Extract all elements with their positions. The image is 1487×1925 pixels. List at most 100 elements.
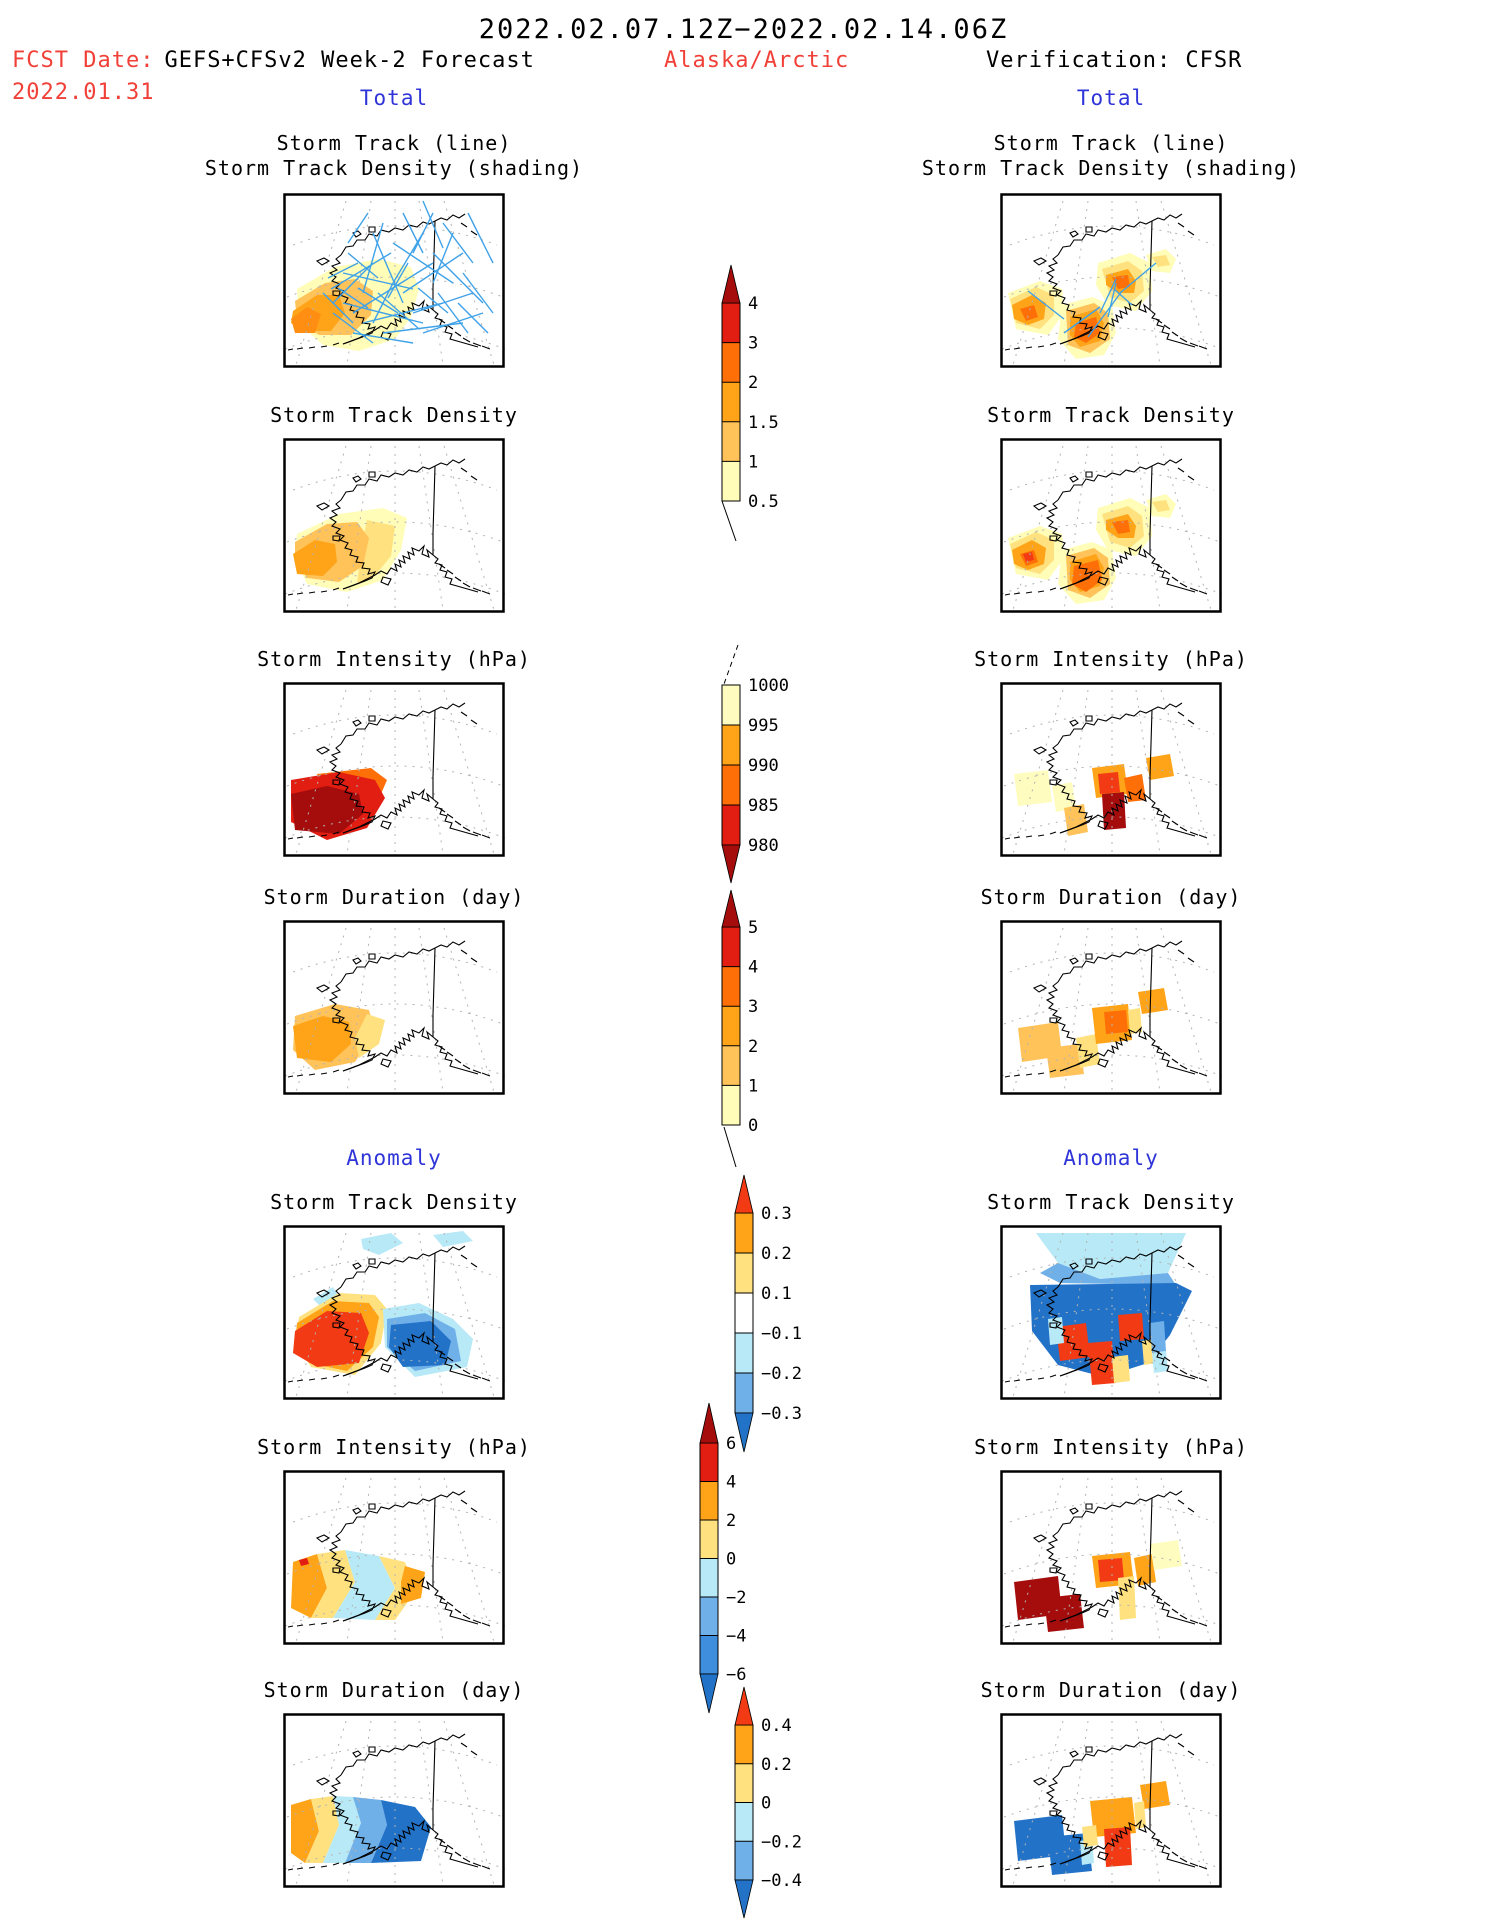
- map-frame: [283, 920, 505, 1095]
- storm-track-line: [327, 262, 359, 279]
- coastline-path: [1155, 1595, 1163, 1601]
- colorbar-tick-label: −0.3: [761, 1404, 802, 1424]
- coastline-path: [320, 834, 328, 837]
- coastline-path: [287, 837, 294, 840]
- coastline-path: [481, 590, 491, 595]
- coastline-path: [332, 535, 341, 542]
- coastline-path: [1013, 1379, 1021, 1382]
- coastline-path: [315, 1777, 331, 1786]
- coastline-path: [438, 318, 446, 324]
- coastline-path: [1004, 348, 1011, 351]
- graticule: [286, 1796, 504, 1818]
- coastline-path: [308, 1378, 316, 1381]
- coastline-path: [1037, 1622, 1045, 1625]
- coastline-path: [472, 831, 482, 836]
- graticule: [286, 1308, 504, 1330]
- coastline-path: [1198, 1377, 1208, 1382]
- storm-track-line: [1119, 262, 1157, 294]
- shading-region: [361, 1233, 403, 1255]
- colorbar-tick-label: 0: [748, 1116, 758, 1136]
- coastline-path: [1057, 1740, 1153, 1776]
- colorbar-tick-label: −6: [726, 1665, 746, 1685]
- coastline-path: [446, 813, 454, 819]
- coastline-path: [368, 471, 376, 478]
- coastline-path: [432, 1341, 479, 1380]
- storm-track-line: [332, 312, 374, 344]
- coastline-path: [1045, 499, 1094, 590]
- storm-track-line: [362, 302, 444, 324]
- shading-region: [1118, 1313, 1144, 1341]
- colorbar-duration: 5 4 3 2 1 0: [721, 889, 758, 1168]
- coastline-path: [1032, 746, 1048, 755]
- coastline-path: [1059, 544, 1151, 590]
- coastline-path: [432, 465, 436, 555]
- shading-region: [1088, 1341, 1116, 1385]
- map-verif-total-duration: [1000, 920, 1222, 1095]
- colorbar-tick-label: 1: [748, 1076, 758, 1096]
- map-verif-anom-intensity: [1000, 1470, 1222, 1645]
- coastline-path: [472, 342, 482, 347]
- storm-track-line: [1087, 290, 1123, 338]
- coastline-path: [432, 1740, 436, 1830]
- coastline-path: [1179, 1369, 1188, 1375]
- coastline-path: [1097, 820, 1109, 830]
- shading-region: [1138, 988, 1168, 1014]
- fcst-date-label: FCST Date:: [12, 48, 155, 73]
- coastline-path: [1045, 743, 1094, 834]
- coastline-path: [1037, 590, 1045, 593]
- coastline-path: [315, 746, 331, 755]
- coastline-path: [1025, 1378, 1033, 1381]
- graticule: [284, 1054, 505, 1077]
- coastline-path: [446, 1601, 454, 1607]
- coastline-path: [1057, 1497, 1153, 1533]
- map-verif-anom-duration: [1000, 1713, 1222, 1888]
- shading-region: [293, 1311, 369, 1367]
- coastline-path: [308, 1866, 316, 1869]
- coastline-path: [1025, 346, 1033, 349]
- coastline-path: [1059, 1576, 1151, 1622]
- colorbar-tick-label: 0.5: [748, 492, 779, 512]
- graticule: [1009, 714, 1215, 735]
- coastline-path: [472, 587, 482, 592]
- shading-region: [1040, 1263, 1176, 1285]
- coastline-path: [1179, 826, 1188, 832]
- coastline-path: [1049, 535, 1058, 542]
- graticule: [292, 1257, 498, 1278]
- shading-region: [1146, 754, 1174, 780]
- coastline-path: [454, 1058, 462, 1064]
- figure-title: 2022.02.07.12Z−2022.02.14.06Z: [478, 14, 1009, 45]
- coastline-path: [340, 1252, 436, 1288]
- coastline-path: [1059, 788, 1151, 834]
- coastline-path: [460, 467, 468, 473]
- coastline-path: [342, 1026, 434, 1072]
- coastline-path: [438, 1838, 446, 1844]
- shading-region: [1112, 520, 1130, 534]
- coastline-path: [1049, 1322, 1058, 1329]
- graticule: [284, 327, 505, 350]
- coastline-path: [352, 719, 362, 727]
- coastline-path: [340, 1740, 436, 1776]
- shading-region: [345, 1797, 387, 1863]
- coastline-path: [438, 807, 446, 813]
- coastline-path: [1171, 1608, 1179, 1614]
- coastline-path: [434, 940, 466, 949]
- coastline-path: [462, 826, 471, 832]
- colorbar-tick-label: 1: [748, 452, 758, 472]
- coastline-path: [1057, 1252, 1153, 1288]
- coastline-path: [368, 715, 376, 722]
- storm-track-line: [392, 232, 424, 284]
- graticule: [284, 1359, 505, 1382]
- colorbar-tick-label: −2: [726, 1588, 746, 1608]
- coastline-path: [1059, 1026, 1151, 1072]
- coastline-path: [332, 1069, 340, 1073]
- coastline-path: [1069, 719, 1079, 727]
- coastline-path: [352, 1750, 362, 1758]
- coastline-path: [1163, 1356, 1171, 1362]
- coastline-path: [460, 949, 468, 955]
- coastline-path: [1149, 220, 1153, 310]
- storm-track-line: [377, 292, 419, 329]
- coastline-path: [340, 465, 436, 501]
- coastline-path: [1013, 1867, 1021, 1870]
- coastline-path: [1059, 1331, 1151, 1377]
